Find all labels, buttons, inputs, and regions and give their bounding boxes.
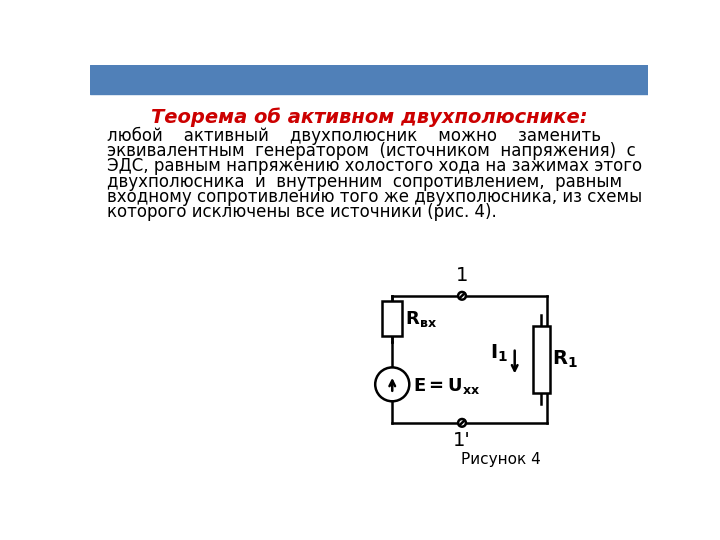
Bar [90, 65, 648, 94]
Text: $\mathbf{E = U_{xx}}$: $\mathbf{E = U_{xx}}$ [413, 376, 480, 396]
Circle shape [458, 292, 466, 300]
Circle shape [375, 367, 409, 401]
Text: входному сопротивлению того же двухполюсника, из схемы: входному сопротивлению того же двухполюс… [107, 188, 642, 206]
Text: любой    активный    двухполюсник    можно    заменить: любой активный двухполюсник можно замени… [107, 126, 601, 145]
Text: двухполюсника  и  внутренним  сопротивлением,  равным: двухполюсника и внутренним сопротивление… [107, 173, 622, 191]
Text: которого исключены все источники (рис. 4).: которого исключены все источники (рис. 4… [107, 204, 497, 221]
Bar [382, 301, 402, 336]
Text: Рисунок 4: Рисунок 4 [461, 452, 541, 467]
Text: эквивалентным  генератором  (источником  напряжения)  с: эквивалентным генератором (источником на… [107, 142, 636, 160]
Text: 1: 1 [456, 266, 468, 285]
Text: Теорема об активном двухполюснике:: Теорема об активном двухполюснике: [150, 107, 588, 127]
Bar [533, 326, 549, 393]
Text: 1': 1' [453, 430, 471, 449]
Circle shape [458, 419, 466, 427]
Text: $\mathbf{R_1}$: $\mathbf{R_1}$ [552, 349, 577, 370]
Text: $\mathbf{I_1}$: $\mathbf{I_1}$ [490, 342, 508, 364]
Text: ЭДС, равным напряжению холостого хода на зажимах этого: ЭДС, равным напряжению холостого хода на… [107, 157, 642, 175]
Text: $\mathbf{R_{вх}}$: $\mathbf{R_{вх}}$ [405, 309, 436, 329]
